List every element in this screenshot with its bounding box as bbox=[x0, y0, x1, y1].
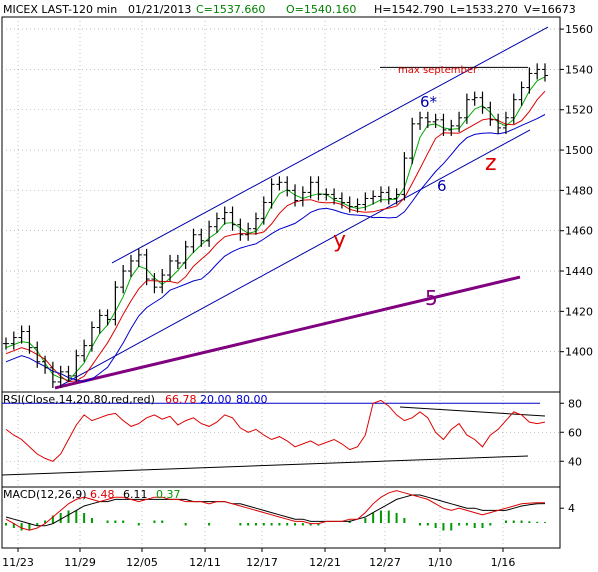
macd-tick-label: 4 bbox=[568, 502, 575, 515]
macd-signal-line bbox=[5, 494, 546, 527]
x-tick-label: 11/23 bbox=[2, 556, 34, 569]
x-tick-label: 12/17 bbox=[246, 556, 278, 569]
chart-symbol: MICEX LAST-120 min bbox=[3, 3, 117, 16]
x-tick-label: 11/29 bbox=[64, 556, 96, 569]
lower-channel-line bbox=[59, 129, 531, 387]
max-september-label: max september bbox=[398, 65, 478, 76]
price-tick-label: 1520 bbox=[565, 104, 593, 117]
x-tick-label: 12/21 bbox=[309, 556, 341, 569]
rsi-tick-label: 60 bbox=[568, 426, 582, 439]
price-tick-label: 1400 bbox=[565, 346, 593, 359]
x-tick-label: 1/16 bbox=[491, 556, 516, 569]
rsi-line bbox=[5, 399, 546, 462]
wave-5-trendline bbox=[54, 275, 521, 390]
upper-channel-line bbox=[111, 26, 549, 264]
wave-y-label: y bbox=[333, 228, 346, 253]
price-tick-label: 1440 bbox=[565, 265, 593, 278]
low-value: L=1533.270 bbox=[450, 3, 518, 16]
x-tick-label: 12/05 bbox=[126, 556, 158, 569]
chart-date: 01/21/2013 bbox=[128, 3, 191, 16]
price-panel: 1400 1420 1440 1460 1480 1500 1520 1540 1560 bbox=[1, 16, 593, 393]
ma-slow-line bbox=[5, 114, 546, 383]
x-axis: 11/23 11/29 12/05 12/11 12/17 12/21 12/27 1/10 1… bbox=[2, 548, 515, 569]
price-tick-label: 1500 bbox=[565, 144, 593, 157]
price-tick-label: 1420 bbox=[565, 305, 593, 318]
macd-signal-value: 6.11 bbox=[123, 488, 148, 501]
rsi-tick-label: 80 bbox=[568, 397, 582, 410]
rsi-tick-label: 40 bbox=[568, 455, 582, 468]
price-tick-label: 1480 bbox=[565, 184, 593, 197]
wave-z-label: z bbox=[485, 151, 497, 176]
close-value: C=1537.660 bbox=[196, 3, 265, 16]
open-value: O=1540.160 bbox=[286, 3, 356, 16]
rsi-value: 66.78 bbox=[165, 393, 197, 406]
price-tick-label: 1560 bbox=[565, 23, 593, 36]
wave-5-label: 5 bbox=[425, 286, 438, 310]
rsi-support-trendline bbox=[1, 455, 529, 476]
channel-label: 6* bbox=[420, 93, 438, 111]
volume-value: V=16673 bbox=[524, 3, 576, 16]
macd-title: MACD(12,26,9) bbox=[3, 488, 87, 501]
macd-hist-value: 0.37 bbox=[156, 488, 181, 501]
ma-mid-line bbox=[5, 90, 546, 383]
macd-value: 6.48 bbox=[90, 488, 115, 501]
macd-panel: 4 bbox=[1, 486, 575, 549]
x-tick-label: 12/11 bbox=[189, 556, 221, 569]
rsi-panel-frame bbox=[1, 391, 561, 488]
x-tick-label: 12/27 bbox=[369, 556, 401, 569]
macd-panel-frame bbox=[1, 486, 561, 549]
high-value: H=1542.790 bbox=[374, 3, 444, 16]
rsi-panel: 80 60 40 bbox=[1, 391, 582, 488]
x-tick-label: 1/10 bbox=[428, 556, 453, 569]
rsi-title: RSI(Close,14,20,80,red,red) bbox=[3, 393, 155, 406]
ma-fast-line bbox=[5, 76, 546, 382]
rsi-low-level: 20.00 bbox=[200, 393, 232, 406]
rsi-high-level: 80.00 bbox=[236, 393, 268, 406]
macd-line bbox=[5, 490, 545, 531]
lower-channel-label: 6 bbox=[437, 177, 447, 195]
price-tick-label: 1460 bbox=[565, 225, 593, 238]
price-tick-label: 1540 bbox=[565, 63, 593, 76]
rsi-resistance-trendline bbox=[399, 406, 546, 417]
